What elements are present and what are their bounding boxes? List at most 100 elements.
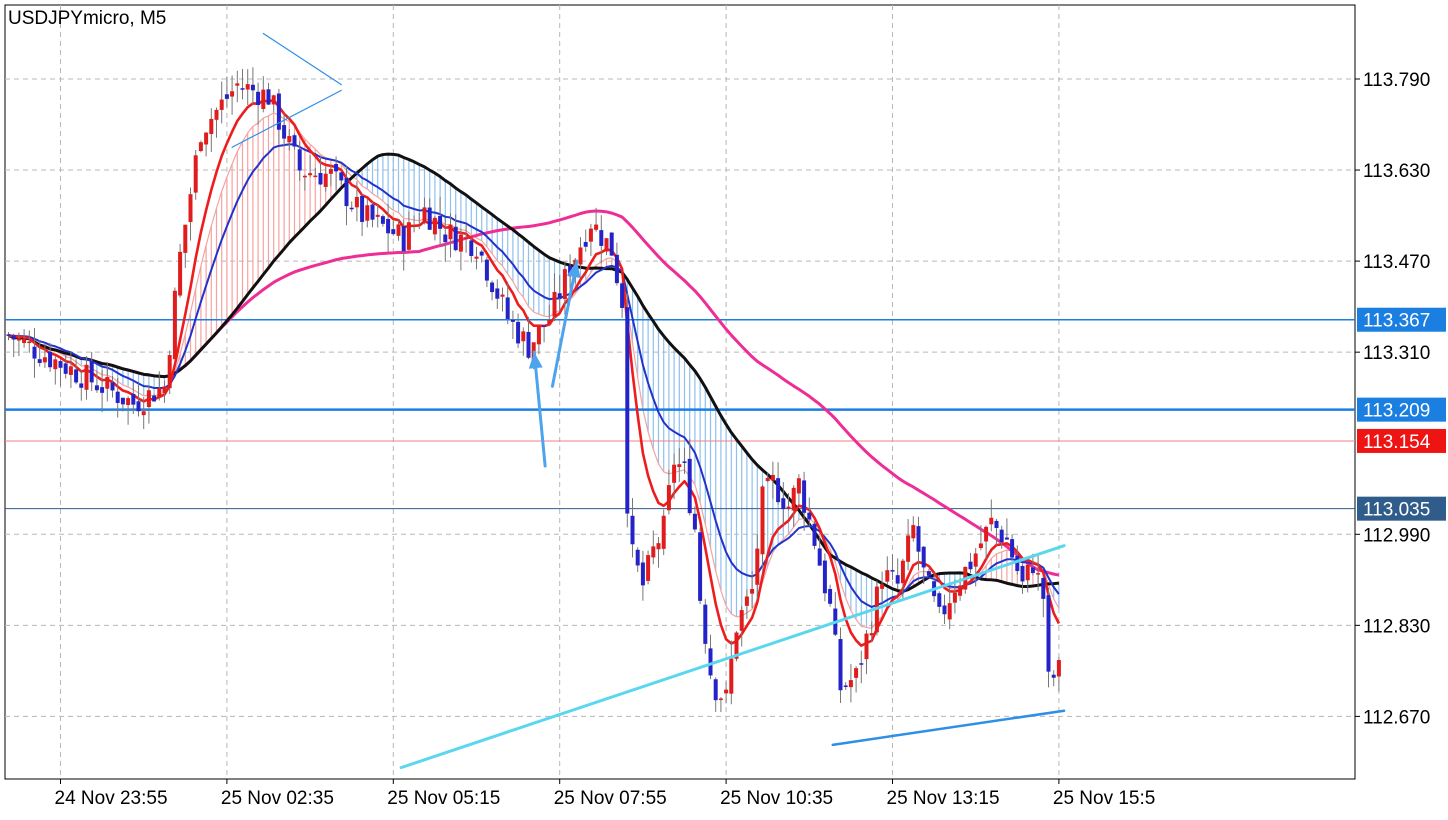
candle-body xyxy=(713,679,718,701)
candle-body xyxy=(770,474,775,481)
candle-body xyxy=(401,226,406,252)
candle-body xyxy=(739,610,744,631)
candle-body xyxy=(318,172,323,185)
candle-body xyxy=(240,88,245,90)
candle-body xyxy=(796,478,801,494)
candle-body xyxy=(214,109,219,120)
y-tick-label: 112.990 xyxy=(1363,525,1430,546)
candle-body xyxy=(417,224,422,226)
candle-body xyxy=(474,256,479,259)
trendline xyxy=(262,32,342,86)
candle-body xyxy=(292,135,297,147)
candle-body xyxy=(313,175,318,178)
trendline xyxy=(831,709,1066,747)
candles xyxy=(6,67,1061,713)
candle-body xyxy=(557,293,562,299)
candle-body xyxy=(183,224,188,253)
candle-body xyxy=(552,291,557,317)
candle-body xyxy=(614,254,619,284)
candle-body xyxy=(438,215,443,229)
candle-body xyxy=(1025,564,1030,581)
candle-body xyxy=(802,480,807,513)
candle-body xyxy=(193,155,198,193)
candle-body xyxy=(360,196,365,222)
candle-body xyxy=(157,388,162,398)
candle-body xyxy=(968,561,973,570)
candle-body xyxy=(1051,674,1056,678)
price-level-label: 113.154 xyxy=(1363,432,1431,453)
candle-body xyxy=(609,232,614,256)
candle-body xyxy=(786,506,791,509)
candle-body xyxy=(162,386,167,394)
candle-body xyxy=(1030,567,1035,574)
candle-body xyxy=(958,585,963,596)
candle-body xyxy=(791,487,796,511)
candle-body xyxy=(890,570,895,572)
candle-body xyxy=(547,320,552,325)
candle-body xyxy=(505,297,510,320)
candle-body xyxy=(74,369,79,383)
candle-body xyxy=(495,288,500,299)
candle-body xyxy=(708,648,713,676)
candle-body xyxy=(235,83,240,86)
candle-body xyxy=(526,331,531,358)
candle-body xyxy=(94,385,99,391)
candle-body xyxy=(282,125,287,139)
candle-body xyxy=(32,346,37,359)
candle-body xyxy=(178,251,183,296)
candle-body xyxy=(120,397,125,405)
candle-body xyxy=(1046,595,1051,672)
candle-body xyxy=(396,224,401,236)
candle-body xyxy=(521,331,526,342)
candle-body xyxy=(339,172,344,181)
candle-body xyxy=(994,520,999,528)
candle-body xyxy=(391,229,396,235)
candle-body xyxy=(334,164,339,172)
candle-body xyxy=(245,84,250,90)
candle-body xyxy=(27,341,32,344)
candle-body xyxy=(380,216,385,224)
candle-body xyxy=(646,555,651,581)
candle-body xyxy=(37,359,42,363)
candle-body xyxy=(859,663,864,665)
x-tick-label: 25 Nov 15:5 xyxy=(1053,788,1155,809)
y-tick-label: 112.670 xyxy=(1363,707,1430,728)
candle-body xyxy=(406,222,411,250)
candle-body xyxy=(822,560,827,594)
candle-body xyxy=(687,458,692,514)
candle-body xyxy=(370,204,375,220)
candle-body xyxy=(510,319,515,322)
plot-area[interactable] xyxy=(4,4,1356,780)
price-level-badge xyxy=(1357,397,1446,422)
candle-body xyxy=(516,321,521,344)
price-level-badge xyxy=(1357,496,1446,521)
candle-body xyxy=(807,512,812,520)
candle-body xyxy=(453,226,458,251)
candle-body xyxy=(864,633,869,660)
x-tick-label: 25 Nov 02:35 xyxy=(221,788,334,809)
candle-body xyxy=(911,525,916,539)
candle-body xyxy=(412,225,417,227)
moving-averages xyxy=(7,98,1061,647)
candle-body xyxy=(900,560,905,584)
candle-body xyxy=(79,383,84,388)
arrow-head xyxy=(528,352,543,369)
candle-body xyxy=(354,196,359,208)
candle-body xyxy=(848,680,853,688)
candle-body xyxy=(536,325,541,345)
candle-body xyxy=(484,259,489,281)
candle-body xyxy=(760,486,765,555)
x-tick-label: 25 Nov 13:15 xyxy=(887,788,1000,809)
candle-body xyxy=(308,173,313,176)
candle-body xyxy=(53,359,58,370)
candle-body xyxy=(63,363,68,374)
candle-body xyxy=(126,398,131,405)
candle-body xyxy=(344,177,349,207)
candle-body xyxy=(885,570,890,582)
candle-body xyxy=(906,535,911,562)
candle-body xyxy=(375,214,380,217)
candle-body xyxy=(724,689,729,694)
candle-body xyxy=(141,411,146,416)
